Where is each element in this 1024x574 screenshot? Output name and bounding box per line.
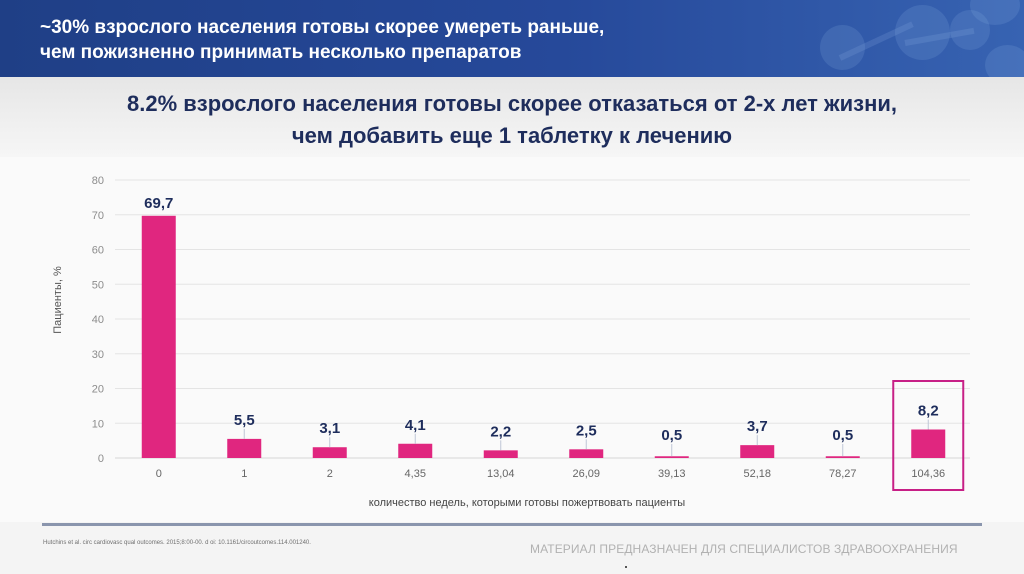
y-tick-label: 30 <box>92 349 104 361</box>
y-axis-label: Пациенты, % <box>52 266 64 334</box>
subtitle-band <box>0 77 1024 157</box>
header-title-line-1: ~30% взрослого населения готовы скорее у… <box>40 17 605 38</box>
subtitle-line-2: чем добавить еще 1 таблетку к лечению <box>291 123 733 148</box>
bar <box>398 443 433 458</box>
bar <box>825 456 860 458</box>
x-tick-label: 1 <box>241 468 247 480</box>
x-tick-label: 0 <box>156 468 162 480</box>
x-tick-label: 78,27 <box>829 468 857 480</box>
bar <box>141 215 176 458</box>
x-tick-label: 104,36 <box>911 468 945 480</box>
x-tick-label: 13,04 <box>487 468 515 480</box>
slide-header: ~30% взрослого населения готовы скорее у… <box>0 0 1024 77</box>
y-tick-label: 10 <box>92 418 104 430</box>
x-tick-label: 52,18 <box>743 468 771 480</box>
data-label: 3,1 <box>319 420 340 437</box>
data-label: 69,7 <box>144 195 173 212</box>
bar <box>227 438 262 458</box>
footer-dot <box>625 566 627 568</box>
data-label: 8,2 <box>918 403 939 420</box>
data-label: 3,7 <box>747 418 768 435</box>
header-title: ~30% взрослого населения готовы скорее у… <box>40 15 604 65</box>
y-tick-label: 20 <box>92 384 104 396</box>
data-label: 2,5 <box>576 422 597 439</box>
bar <box>654 456 689 458</box>
bar <box>740 445 775 458</box>
data-label: 5,5 <box>234 412 255 429</box>
y-tick-label: 70 <box>92 210 104 222</box>
y-tick-label: 60 <box>92 245 104 257</box>
bar <box>569 449 604 458</box>
citation: Hutchins et al. circ cardiovasc qual out… <box>43 540 311 546</box>
y-tick-label: 50 <box>92 279 104 291</box>
bar <box>483 450 518 458</box>
slide-subtitle: 8.2% взрослого населения готовы скорее о… <box>0 88 1024 152</box>
x-tick-label: 4,35 <box>405 468 426 480</box>
data-label: 0,5 <box>661 427 682 444</box>
highlight-box <box>892 380 965 491</box>
x-axis-label: количество недель, которыми готовы пожер… <box>369 497 686 509</box>
header-title-line-2: чем пожизненно принимать несколько препа… <box>40 42 522 63</box>
data-label: 0,5 <box>832 427 853 444</box>
disclaimer: МАТЕРИАЛ ПРЕДНАЗНАЧЕН ДЛЯ СПЕЦИАЛИСТОВ З… <box>530 542 958 556</box>
x-tick-label: 2 <box>327 468 333 480</box>
subtitle-line-1: 8.2% взрослого населения готовы скорее о… <box>126 91 898 116</box>
y-tick-label: 80 <box>92 175 104 187</box>
y-tick-label: 0 <box>98 453 104 465</box>
x-tick-label: 39,13 <box>658 468 686 480</box>
y-tick-label: 40 <box>92 314 104 326</box>
x-tick-label: 26,09 <box>572 468 600 480</box>
data-label: 2,2 <box>490 423 511 440</box>
footer-divider <box>42 523 982 526</box>
data-label: 4,1 <box>405 417 426 434</box>
bar <box>312 447 347 458</box>
bar <box>911 429 946 458</box>
